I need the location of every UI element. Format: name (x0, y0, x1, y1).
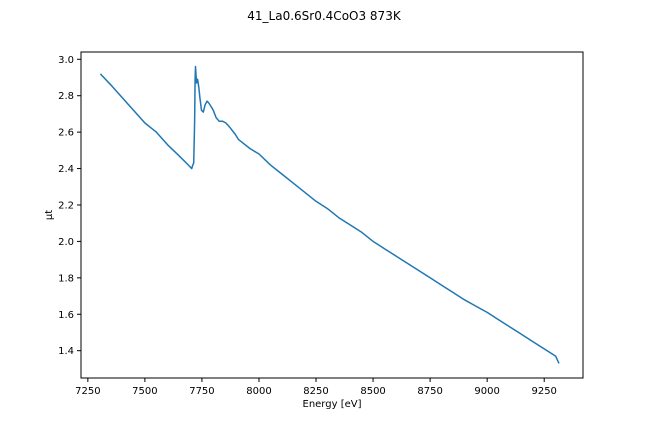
plot-area: 7250 7500 7750 8000 8250 8500 8750 9000 9250 1.4… (58, 51, 584, 397)
y-tick-label: 2.8 (58, 91, 74, 102)
x-tick-label: 9000 (474, 386, 499, 397)
y-tick-label: 2.0 (58, 237, 74, 248)
x-tick-label: 7750 (189, 386, 214, 397)
x-tick-label: 8250 (303, 386, 328, 397)
x-tick-label: 9250 (531, 386, 556, 397)
y-tick-label: 2.6 (58, 128, 74, 139)
y-tick-label: 1.4 (58, 346, 74, 357)
y-axis-label: μt (44, 210, 55, 220)
x-tick-label: 8500 (360, 386, 385, 397)
x-tick-label: 8750 (417, 386, 442, 397)
y-tick-label: 1.8 (58, 273, 74, 284)
chart-title: 41_La0.6Sr0.4CoO3 873K (247, 9, 402, 23)
y-tick-label: 3.0 (58, 55, 74, 66)
series-line (99, 65, 560, 364)
x-tick-label: 7250 (75, 386, 100, 397)
x-axis-label: Energy [eV] (303, 399, 362, 410)
y-tick-label: 2.4 (58, 164, 74, 175)
plot-frame (80, 51, 584, 379)
x-tick-label: 8000 (246, 386, 271, 397)
y-tick-label: 2.2 (58, 200, 74, 211)
y-tick-label: 1.6 (58, 310, 74, 321)
x-tick-label: 7500 (132, 386, 157, 397)
y-axis-ticks: 1.4 1.6 1.8 2.0 2.2 2.4 2.6 2.8 3.0 (58, 55, 81, 357)
x-axis-ticks: 7250 7500 7750 8000 8250 8500 8750 9000 9250 (75, 378, 557, 397)
